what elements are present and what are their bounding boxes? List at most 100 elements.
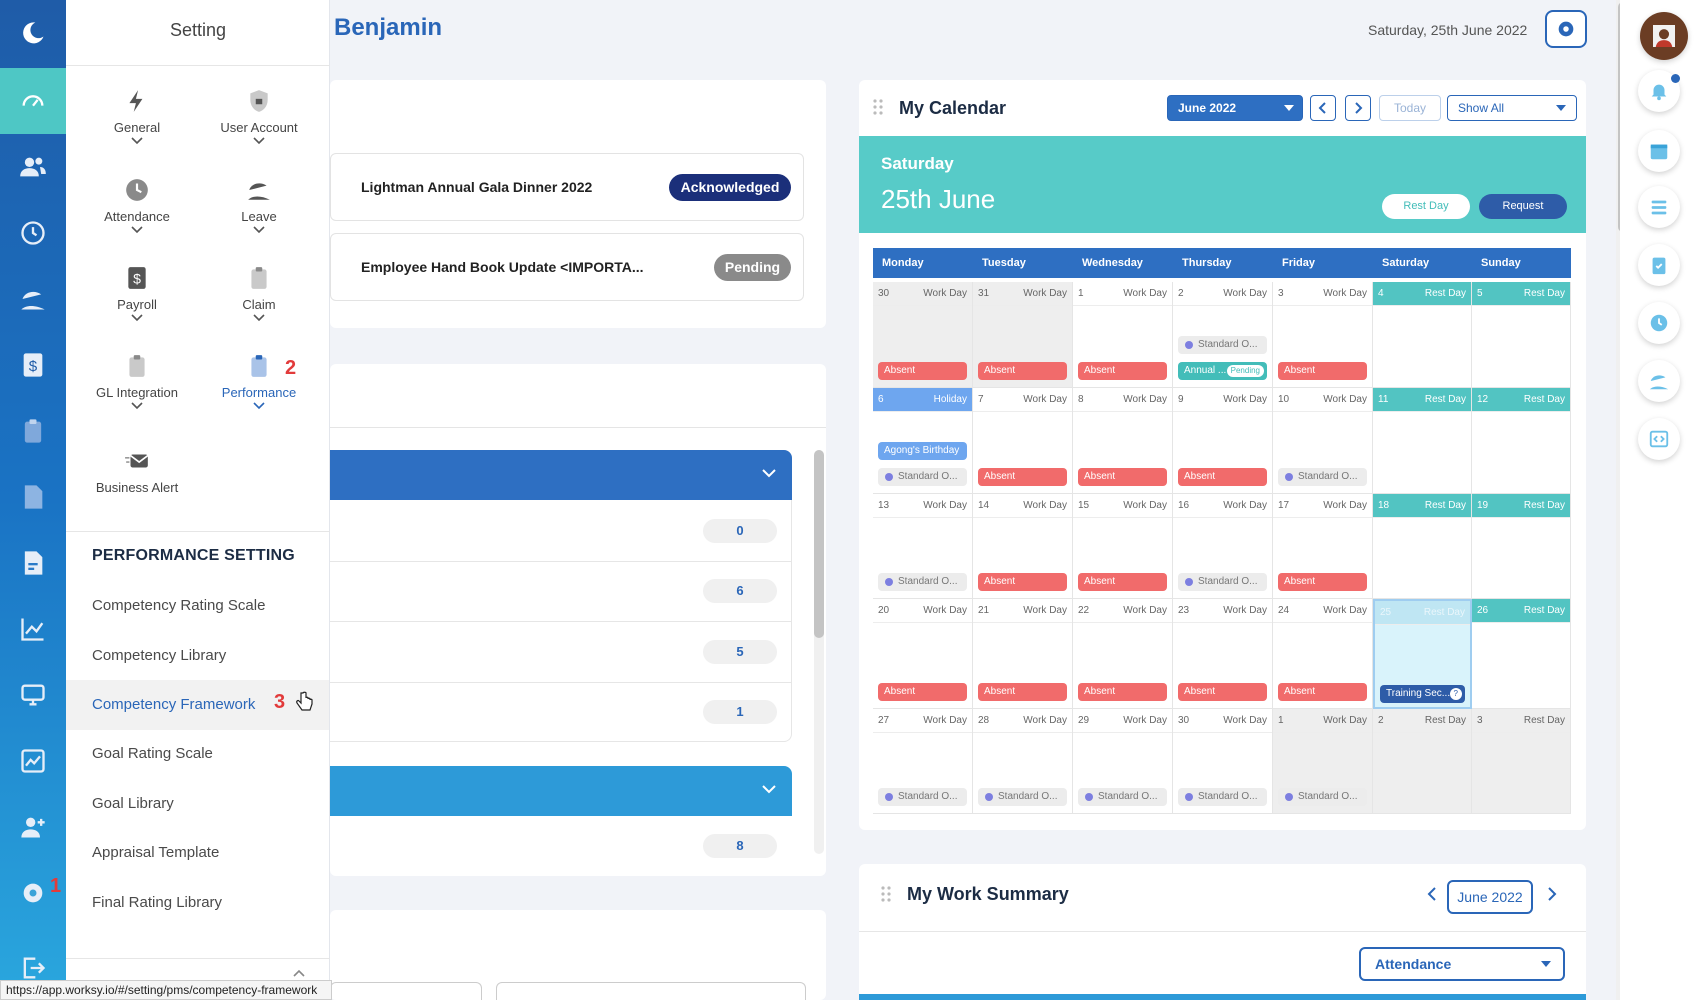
standard-shift-event[interactable]: Standard O...	[1178, 788, 1267, 806]
dashboard-gauge-icon[interactable]	[0, 68, 66, 134]
calendar-day-cell[interactable]: 3 Rest Day	[1472, 709, 1571, 814]
setting-general[interactable]: General	[76, 88, 198, 145]
calendar-day-cell[interactable]: 7 Work Day Absent	[973, 388, 1073, 494]
calendar-day-cell[interactable]: 2 Work Day Standard O... Annual ... Pending	[1173, 282, 1273, 388]
chevron-up-icon[interactable]	[293, 968, 305, 978]
calendar-day-cell[interactable]: 30 Work Day Absent	[873, 282, 973, 388]
moon-logo-icon[interactable]	[0, 0, 66, 66]
clock-shortcut-button[interactable]	[1638, 302, 1680, 344]
absent-event[interactable]: Absent	[1278, 573, 1367, 591]
menu-appraisal-template[interactable]: Appraisal Template	[92, 844, 220, 861]
calendar-day-cell[interactable]: 6 Holiday Agong's Birthday Standard O...	[873, 388, 973, 494]
prev-month-button[interactable]	[1310, 95, 1336, 121]
absent-event[interactable]: Absent	[978, 683, 1067, 701]
calendar-event[interactable]: Annual ... Pending	[1178, 362, 1267, 380]
setting-business-alert[interactable]: Business Alert	[76, 448, 198, 495]
absent-event[interactable]: Absent	[1178, 683, 1267, 701]
calendar-day-cell[interactable]: 10 Work Day Standard O...	[1273, 388, 1373, 494]
document-icon[interactable]	[0, 530, 66, 596]
absent-event[interactable]: Absent	[878, 683, 967, 701]
scrollbar-track[interactable]	[814, 450, 824, 854]
calendar-day-cell[interactable]: 19 Rest Day	[1472, 494, 1571, 599]
calendar-event[interactable]: Agong's Birthday	[878, 442, 967, 460]
setting-gl-integration[interactable]: GL Integration	[76, 353, 198, 410]
standard-shift-event[interactable]: Standard O...	[878, 468, 967, 486]
calendar-day-cell[interactable]: 1 Work Day Standard O...	[1273, 709, 1373, 814]
month-select[interactable]: June 2022	[1167, 95, 1303, 121]
standard-shift-event[interactable]: Standard O...	[1178, 573, 1267, 591]
add-user-icon[interactable]	[0, 794, 66, 860]
calendar-day-cell[interactable]: 22 Work Day Absent	[1073, 599, 1173, 709]
calendar-day-cell[interactable]: 17 Work Day Absent	[1273, 494, 1373, 599]
chevron-left-icon[interactable]	[1425, 884, 1439, 904]
monitor-icon[interactable]	[0, 662, 66, 728]
absent-event[interactable]: Absent	[978, 362, 1067, 380]
absent-event[interactable]: Absent	[1078, 573, 1167, 591]
calendar-day-cell[interactable]: 31 Work Day Absent	[973, 282, 1073, 388]
input-box[interactable]	[330, 982, 482, 1000]
absent-event[interactable]: Absent	[1178, 468, 1267, 486]
standard-shift-event[interactable]: Standard O...	[1278, 468, 1367, 486]
calendar-day-cell[interactable]: 30 Work Day Standard O...	[1173, 709, 1273, 814]
absent-event[interactable]: Absent	[1078, 683, 1167, 701]
menu-competency-rating-scale[interactable]: Competency Rating Scale	[92, 597, 266, 614]
menu-competency-library[interactable]: Competency Library	[92, 647, 227, 664]
clipboard-icon[interactable]	[0, 398, 66, 464]
menu-goal-rating-scale[interactable]: Goal Rating Scale	[92, 745, 213, 762]
task-shortcut-button[interactable]	[1638, 244, 1680, 286]
calendar-shortcut-button[interactable]	[1638, 130, 1680, 172]
standard-shift-event[interactable]: Standard O...	[1078, 788, 1167, 806]
list-shortcut-button[interactable]	[1638, 186, 1680, 228]
code-shortcut-button[interactable]	[1638, 418, 1680, 460]
calendar-day-cell[interactable]: 11 Rest Day	[1373, 388, 1472, 494]
payroll-dollar-icon[interactable]: $	[0, 332, 66, 398]
calendar-day-cell[interactable]: 29 Work Day Standard O...	[1073, 709, 1173, 814]
calendar-day-cell[interactable]: 23 Work Day Absent	[1173, 599, 1273, 709]
calendar-day-cell[interactable]: 20 Work Day Absent	[873, 599, 973, 709]
dashboard-settings-button[interactable]	[1545, 10, 1587, 48]
download-doc-icon[interactable]	[0, 464, 66, 530]
drag-handle-icon[interactable]	[873, 99, 883, 115]
request-button[interactable]: Request	[1479, 194, 1567, 219]
announcement-item-2[interactable]: Employee Hand Book Update <IMPORTA... Pe…	[330, 233, 804, 301]
setting-performance[interactable]: Performance	[198, 353, 320, 410]
calendar-day-cell[interactable]: 5 Rest Day	[1472, 282, 1571, 388]
calendar-day-cell[interactable]: 4 Rest Day	[1373, 282, 1472, 388]
calendar-day-cell[interactable]: 3 Work Day Absent	[1273, 282, 1373, 388]
accordion-header-2[interactable]	[330, 766, 792, 816]
menu-final-rating-library[interactable]: Final Rating Library	[92, 894, 223, 911]
summary-type-select[interactable]: Attendance	[1359, 947, 1565, 981]
setting-payroll[interactable]: $ Payroll	[76, 265, 198, 322]
leave-shortcut-button[interactable]	[1638, 360, 1680, 402]
next-month-button[interactable]	[1345, 95, 1371, 121]
calendar-event[interactable]: Training Sec...?	[1380, 685, 1465, 703]
standard-shift-event[interactable]: Standard O...	[1178, 336, 1267, 354]
setting-attendance[interactable]: Attendance	[76, 177, 198, 234]
people-icon[interactable]	[0, 134, 66, 200]
logout-icon[interactable]	[0, 935, 66, 1000]
calendar-day-cell[interactable]: 26 Rest Day	[1472, 599, 1571, 709]
input-box[interactable]	[496, 982, 806, 1000]
absent-event[interactable]: Absent	[1278, 362, 1367, 380]
standard-shift-event[interactable]: Standard O...	[1278, 788, 1367, 806]
settings-gear-icon[interactable]	[0, 860, 66, 926]
notifications-button[interactable]	[1638, 70, 1680, 112]
setting-leave[interactable]: Leave	[198, 177, 320, 234]
beach-umbrella-icon[interactable]	[0, 266, 66, 332]
calendar-day-cell[interactable]: 13 Work Day Standard O...	[873, 494, 973, 599]
absent-event[interactable]: Absent	[1078, 468, 1167, 486]
scrollbar-thumb[interactable]	[814, 450, 824, 638]
calendar-day-cell[interactable]: 1 Work Day Absent	[1073, 282, 1173, 388]
standard-shift-event[interactable]: Standard O...	[878, 573, 967, 591]
today-button[interactable]: Today	[1379, 95, 1441, 121]
summary-month[interactable]: June 2022	[1447, 880, 1533, 914]
calendar-day-cell[interactable]: 28 Work Day Standard O...	[973, 709, 1073, 814]
calendar-day-cell[interactable]: 27 Work Day Standard O...	[873, 709, 973, 814]
calendar-day-cell[interactable]: 8 Work Day Absent	[1073, 388, 1173, 494]
announcement-item-1[interactable]: Lightman Annual Gala Dinner 2022 Acknowl…	[330, 153, 804, 221]
calendar-day-cell[interactable]: 9 Work Day Absent	[1173, 388, 1273, 494]
calendar-day-cell[interactable]: 14 Work Day Absent	[973, 494, 1073, 599]
menu-competency-framework[interactable]: Competency Framework	[66, 680, 329, 730]
setting-user-account[interactable]: User Account	[198, 88, 320, 145]
absent-event[interactable]: Absent	[978, 573, 1067, 591]
